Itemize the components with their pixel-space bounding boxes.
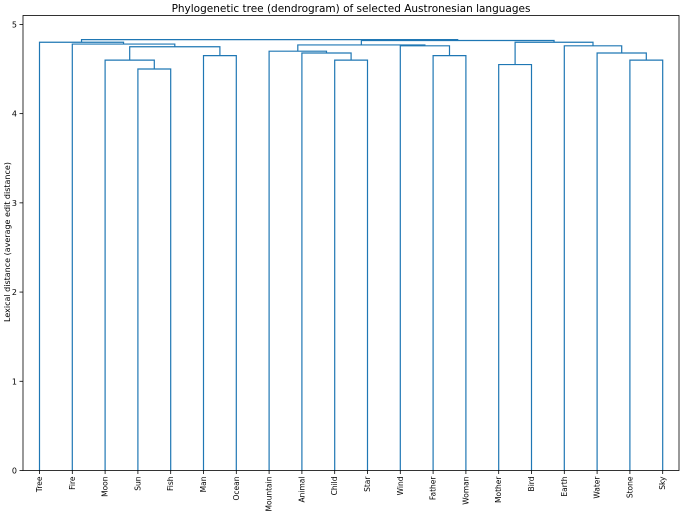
y-tick-label: 3 [12, 199, 17, 208]
leaf-label-moon: Moon [101, 476, 110, 497]
leaf-label-wind: Wind [396, 476, 405, 495]
leaf-label-ocean: Ocean [232, 476, 241, 500]
y-tick-label: 0 [12, 467, 17, 476]
leaf-label-star: Star [363, 476, 372, 492]
leaf-label-earth: Earth [560, 476, 569, 496]
y-axis-ticks: 0 1 2 3 4 5 [12, 20, 23, 476]
leaf-label-bird: Bird [527, 476, 536, 491]
leaf-label-animal: Animal [297, 477, 306, 503]
dendrogram-link-15 [596, 52, 647, 471]
leaf-label-sun: Sun [133, 476, 142, 491]
dendrogram-link-12 [297, 44, 426, 52]
dendrogram-link-13 [498, 63, 533, 471]
y-axis-label: Lexical distance (average edit distance) [3, 162, 12, 322]
dendrogram-link-4 [129, 46, 221, 61]
leaf-label-father: Father [429, 476, 438, 501]
leaf-label-child: Child [330, 476, 339, 495]
dendrogram-link-5 [71, 43, 176, 471]
y-tick-label: 1 [12, 377, 17, 386]
dendrogram-link-16 [563, 45, 623, 471]
dendrogram-links [38, 38, 664, 471]
chart-title: Phylogenetic tree (dendrogram) of select… [172, 3, 531, 15]
dendrogram-link-1 [137, 68, 172, 471]
leaf-label-fire: Fire [68, 476, 77, 490]
dendrogram-link-18 [360, 39, 555, 45]
y-tick-label: 4 [12, 110, 17, 119]
leaf-label-man: Man [199, 476, 208, 492]
dendrogram-link-2 [104, 59, 155, 471]
leaf-label-sky: Sky [658, 476, 667, 490]
dendrogram-link-10 [432, 55, 467, 471]
leaf-label-tree: Tree [35, 476, 44, 493]
dendrogram-link-3 [202, 55, 237, 471]
leaf-label-mother: Mother [494, 476, 503, 503]
dendrogram-link-7 [334, 59, 369, 471]
dendrogram-link-6 [38, 41, 125, 471]
leaf-label-woman: Woman [461, 476, 470, 504]
dendrogram-link-8 [301, 52, 352, 471]
dendrogram-link-14 [629, 59, 664, 471]
plot-frame [22, 15, 680, 471]
dendrogram-link-9 [268, 50, 328, 471]
y-tick-label: 5 [12, 20, 17, 29]
y-tick-label: 2 [12, 288, 17, 297]
dendrogram-link-19 [80, 38, 459, 43]
leaf-label-mountain: Mountain [265, 476, 274, 511]
leaf-label-water: Water [593, 476, 602, 499]
x-axis-leaf-labels: Tree Fire Moon Sun Fish Man Ocean Mountain Anima… [35, 470, 667, 511]
dendrogram-link-11 [399, 45, 451, 471]
leaf-label-stone: Stone [625, 476, 634, 498]
leaf-label-fish: Fish [166, 476, 175, 491]
